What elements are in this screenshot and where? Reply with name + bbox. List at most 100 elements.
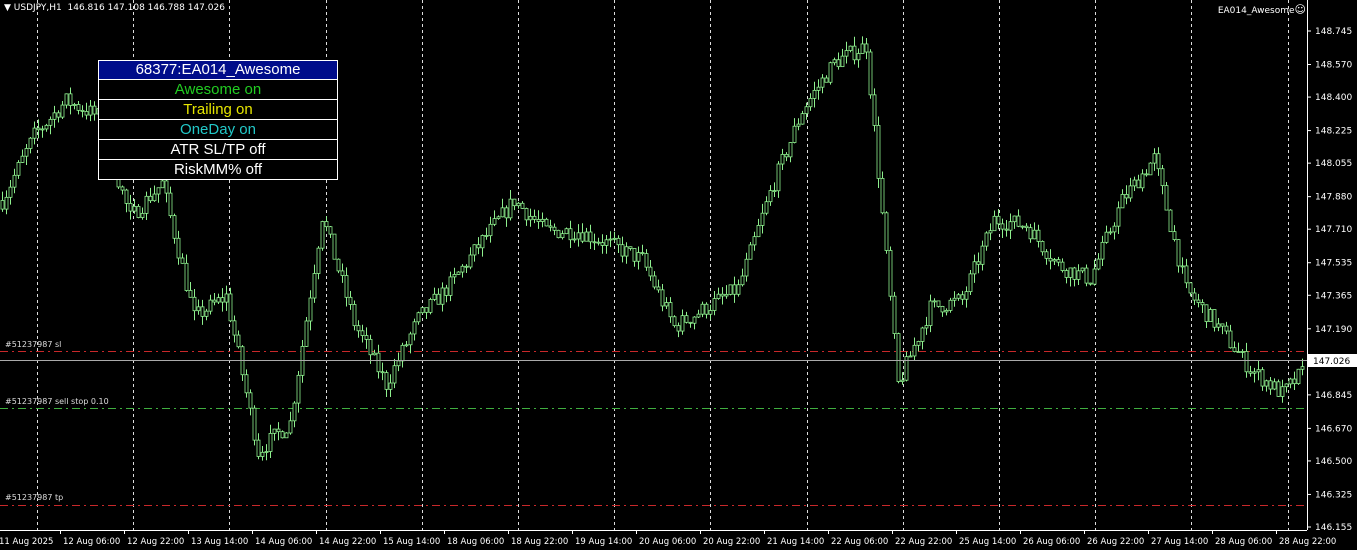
candle-body: [940, 305, 945, 313]
candle-body: [1024, 225, 1029, 229]
candle-body: [1048, 257, 1053, 262]
x-tick-label: 18 Aug 06:00: [447, 537, 504, 547]
candle-body: [664, 302, 669, 307]
candle-body: [28, 137, 33, 149]
candle-body: [1268, 380, 1273, 390]
candle-body: [872, 94, 877, 126]
candle-body: [556, 229, 561, 239]
candle-body: [592, 241, 597, 244]
candle-body: [768, 190, 773, 203]
candle-body: [1044, 251, 1049, 259]
candle-body: [540, 218, 545, 222]
candle-body: [444, 287, 449, 296]
y-tick-label: 148.225: [1315, 127, 1352, 137]
current-price-label: 147.026: [1313, 357, 1350, 367]
smiley-icon[interactable]: ☺: [1294, 3, 1306, 16]
panel-row-riskmm[interactable]: RiskMM% off: [98, 160, 338, 180]
candle-body: [876, 125, 881, 179]
candle-body: [576, 232, 581, 240]
candle-body: [532, 215, 537, 220]
panel-row-awesome[interactable]: Awesome on: [98, 80, 338, 100]
candle-body: [1276, 381, 1281, 397]
candle-body: [868, 51, 873, 96]
candle-body: [124, 189, 129, 204]
x-tick-label: 28 Aug 06:00: [1215, 537, 1272, 547]
candle-body: [1156, 153, 1161, 170]
x-tick-label: 20 Aug 06:00: [639, 537, 696, 547]
candle-body: [428, 299, 433, 313]
candle-body: [888, 250, 893, 297]
candle-body: [504, 207, 509, 219]
candle-body: [172, 215, 177, 239]
candle-body: [1120, 194, 1125, 209]
candle-body: [140, 212, 145, 218]
candle-body: [216, 297, 221, 303]
candle-body: [788, 142, 793, 158]
panel-row-trailing[interactable]: Trailing on: [98, 100, 338, 120]
x-tick-label: 14 Aug 22:00: [319, 537, 376, 547]
x-tick-label: 22 Aug 22:00: [895, 537, 952, 547]
candle-body: [716, 293, 721, 299]
candle-body: [464, 265, 469, 268]
panel-row-atr[interactable]: ATR SL/TP off: [98, 140, 338, 160]
candle-body: [688, 321, 693, 324]
candle-body: [760, 212, 765, 226]
candle-body: [904, 356, 909, 381]
candle-body: [320, 221, 325, 249]
candle-body: [1204, 304, 1209, 323]
candle-body: [548, 225, 553, 228]
candle-body: [60, 104, 65, 118]
panel-row-oneday[interactable]: OneDay on: [98, 120, 338, 140]
x-tick-label: 12 Aug 06:00: [63, 537, 120, 547]
candle-body: [648, 266, 653, 277]
candle-body: [1096, 258, 1101, 270]
candle-body: [136, 205, 141, 218]
candle-body: [856, 53, 861, 61]
candle-body: [1272, 381, 1277, 390]
candle-body: [372, 352, 377, 356]
ea-panel: 68377:EA014_Awesome Awesome on Trailing …: [98, 60, 338, 180]
candle-body: [636, 252, 641, 262]
candle-body: [380, 371, 385, 374]
candle-body: [1248, 371, 1253, 374]
candle-body: [612, 237, 617, 240]
candle-body: [1288, 378, 1293, 385]
candle-body: [1264, 380, 1269, 387]
candle-body: [596, 241, 601, 244]
candle-body: [424, 307, 429, 313]
y-tick-label: 146.325: [1315, 490, 1352, 500]
candle-body: [528, 215, 533, 221]
y-tick-label: 148.055: [1315, 159, 1352, 169]
candle-body: [88, 105, 93, 116]
candle-body: [1208, 309, 1213, 323]
triangle-down-icon[interactable]: ▼: [4, 3, 14, 13]
candle-body: [384, 372, 389, 390]
candle-body: [560, 233, 565, 239]
candle-body: [928, 300, 933, 326]
candle-body: [764, 201, 769, 214]
candle-body: [404, 344, 409, 347]
x-tick-label: 15 Aug 14:00: [383, 537, 440, 547]
candle-body: [64, 93, 69, 106]
candle-body: [772, 190, 777, 192]
candle-body: [708, 310, 713, 315]
candle-body: [800, 113, 805, 125]
candle-body: [496, 216, 501, 219]
candle-body: [1224, 325, 1229, 332]
y-tick-label: 147.710: [1315, 225, 1352, 235]
candle-body: [128, 203, 133, 212]
candle-body: [852, 45, 857, 61]
candle-body: [348, 296, 353, 305]
x-tick-label: 26 Aug 22:00: [1087, 537, 1144, 547]
candle-body: [1152, 153, 1157, 164]
candle-body: [836, 59, 841, 68]
candle-body: [696, 313, 701, 318]
candle-body: [740, 275, 745, 286]
candle-body: [192, 296, 197, 312]
candle-body: [880, 177, 885, 214]
candle-body: [544, 218, 549, 227]
candle-body: [1084, 267, 1089, 284]
candle-body: [1232, 347, 1237, 352]
candle-body: [976, 261, 981, 265]
